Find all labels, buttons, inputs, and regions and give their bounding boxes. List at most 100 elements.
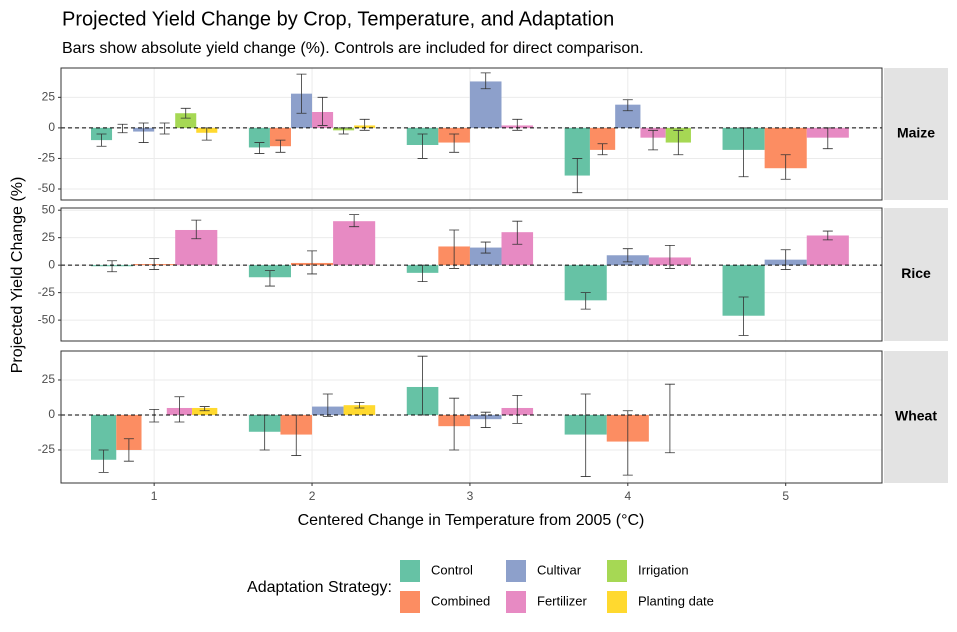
legend-title: Adaptation Strategy: [247, 579, 392, 596]
error-bar [149, 408, 160, 423]
y-axis-label: Projected Yield Change (%) [9, 177, 26, 374]
x-tick-label: 2 [309, 489, 316, 503]
error-bar [449, 229, 460, 269]
error-bar [780, 154, 791, 180]
y-tick-label: -50 [38, 181, 56, 195]
error-bar [417, 133, 428, 159]
legend-key [607, 560, 627, 582]
error-bar [307, 250, 318, 275]
error-bar [512, 394, 523, 424]
error-bar [159, 122, 170, 135]
error-bar [199, 406, 210, 412]
error-bar [822, 230, 833, 241]
error-bar [296, 73, 307, 114]
error-bar [648, 129, 659, 151]
error-bar [622, 410, 633, 476]
bar [589, 127, 616, 150]
error-bar [738, 296, 749, 336]
y-tick-label: -25 [38, 151, 56, 165]
error-bar [107, 260, 118, 273]
bar [192, 407, 218, 415]
legend-label: Irrigation [638, 562, 689, 577]
strip-label: Maize [897, 125, 935, 141]
error-bar [123, 438, 134, 462]
x-tick-label: 1 [151, 489, 158, 503]
legend-key [400, 560, 420, 582]
error-bar [664, 383, 675, 454]
legend-label: Fertilizer [537, 593, 588, 608]
error-bar [480, 241, 491, 254]
error-bar [780, 249, 791, 270]
legend-key [506, 591, 526, 613]
error-bar [673, 129, 684, 156]
bar [806, 235, 849, 266]
error-bar [98, 449, 109, 473]
panel-border [60, 207, 883, 342]
error-bar [96, 133, 107, 147]
y-tick-label: 25 [42, 230, 56, 244]
error-bar [449, 397, 460, 451]
error-bar [512, 118, 523, 131]
bar [175, 113, 197, 128]
error-bar [449, 133, 460, 153]
legend-key [506, 560, 526, 582]
y-tick-label: 25 [42, 372, 56, 386]
y-tick-label: 50 [42, 202, 56, 216]
error-bar [354, 401, 365, 409]
strip [884, 208, 948, 341]
legend-label: Cultivar [537, 562, 582, 577]
strip-label: Rice [901, 265, 931, 281]
bar [269, 127, 291, 147]
x-tick-label: 4 [624, 489, 631, 503]
error-bar [264, 270, 275, 287]
legend-key [607, 591, 627, 613]
legend-label: Combined [431, 593, 490, 608]
chart-subtitle: Bars show absolute yield change (%). Con… [62, 40, 644, 57]
bar [615, 104, 641, 128]
error-bar [149, 258, 160, 270]
error-bar [275, 139, 286, 153]
y-tick-label: 0 [48, 120, 55, 134]
strip-label: Wheat [895, 408, 937, 424]
bar [469, 247, 502, 266]
bar [469, 81, 502, 128]
chart-title: Projected Yield Change by Crop, Temperat… [62, 8, 614, 30]
y-tick-label: 0 [48, 407, 55, 421]
x-axis-label: Centered Change in Temperature from 2005… [298, 512, 645, 529]
legend-key [400, 591, 420, 613]
error-bar [174, 396, 185, 423]
y-tick-label: 25 [42, 90, 56, 104]
y-tick-label: -50 [38, 312, 56, 326]
bar [343, 405, 376, 415]
error-bar [480, 72, 491, 90]
panel-border [60, 67, 883, 201]
error-bar [254, 142, 265, 154]
error-bar [322, 393, 333, 417]
legend-label: Planting date [638, 593, 714, 608]
error-bar [512, 220, 523, 245]
y-tick-label: -25 [38, 285, 56, 299]
x-tick-label: 3 [467, 489, 474, 503]
error-bar [191, 219, 202, 240]
error-bar [349, 214, 360, 228]
y-tick-label: 0 [48, 257, 55, 271]
error-bar [580, 292, 591, 310]
strip [884, 351, 948, 483]
error-bar [664, 244, 675, 269]
error-bar [359, 118, 370, 131]
error-bar [180, 107, 191, 119]
legend-label: Control [431, 562, 473, 577]
x-tick-label: 5 [782, 489, 789, 503]
error-bar [317, 96, 328, 126]
y-tick-label: -25 [38, 442, 56, 456]
error-bar [580, 393, 591, 477]
error-bar [597, 143, 608, 156]
error-bar [138, 122, 149, 143]
error-bar [622, 248, 633, 263]
error-bar [622, 99, 633, 112]
error-bar [572, 158, 583, 194]
strip [884, 68, 948, 200]
error-bar [117, 123, 128, 134]
